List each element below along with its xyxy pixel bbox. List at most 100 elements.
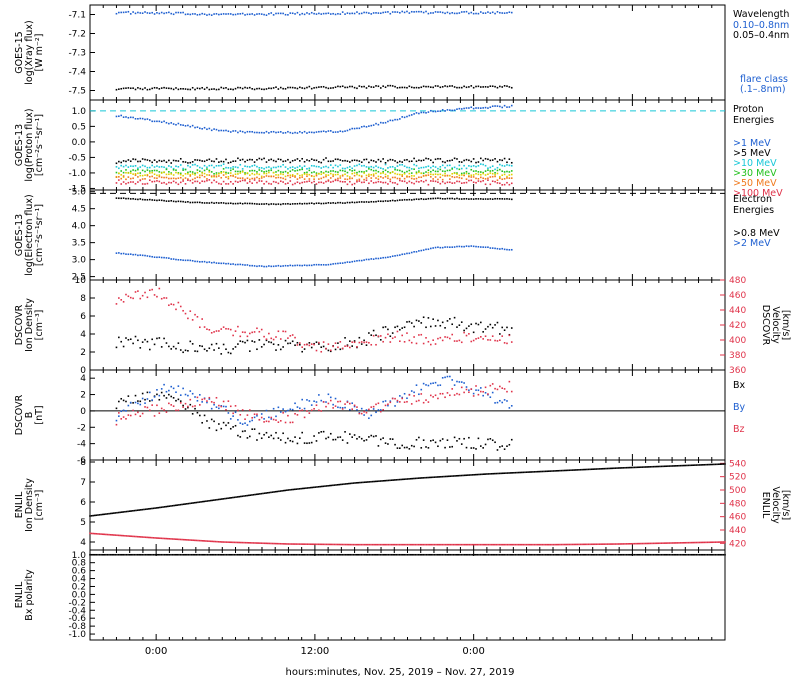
data-point <box>565 543 568 546</box>
data-point <box>213 13 215 15</box>
data-point <box>496 449 499 451</box>
legend-item: Bz <box>733 424 745 435</box>
data-point <box>306 553 309 556</box>
data-point <box>382 172 384 174</box>
data-point <box>165 537 167 540</box>
data-point <box>477 393 480 396</box>
data-point <box>168 538 171 540</box>
data-point <box>182 309 184 312</box>
data-point <box>437 384 439 387</box>
data-point <box>365 179 368 182</box>
data-point <box>191 319 194 321</box>
y-tick-label: 6 <box>80 498 86 508</box>
data-point <box>432 339 434 341</box>
data-point <box>401 116 404 118</box>
data-point <box>125 116 127 118</box>
data-point <box>303 87 306 90</box>
data-point <box>160 388 163 390</box>
data-point <box>287 342 289 345</box>
data-point <box>382 340 384 343</box>
data-point <box>477 245 480 248</box>
data-point <box>275 415 277 418</box>
data-point <box>111 553 114 556</box>
data-point <box>191 164 194 166</box>
data-point <box>325 170 327 173</box>
data-point <box>268 332 270 335</box>
data-point <box>377 170 380 173</box>
data-point <box>470 85 473 87</box>
data-point <box>200 501 202 503</box>
data-point <box>299 174 301 177</box>
data-point <box>360 341 363 343</box>
data-point <box>371 543 374 546</box>
data-point <box>441 11 444 14</box>
data-point <box>420 388 423 391</box>
data-point <box>165 121 168 124</box>
data-point <box>506 472 509 474</box>
data-point <box>427 340 430 343</box>
data-point <box>251 87 253 90</box>
data-point <box>289 86 292 89</box>
data-point <box>482 163 484 166</box>
data-point <box>389 479 391 482</box>
y-tick-label: 6 <box>80 312 86 322</box>
data-point <box>470 553 472 556</box>
data-point <box>401 161 404 163</box>
data-point <box>633 553 636 556</box>
data-point <box>581 543 583 546</box>
data-point <box>239 340 242 342</box>
data-point <box>494 472 496 475</box>
data-point <box>256 348 258 351</box>
data-point <box>387 553 390 556</box>
data-point <box>301 131 303 134</box>
data-point <box>162 506 164 508</box>
data-point <box>478 553 480 556</box>
data-point <box>155 553 158 556</box>
data-point <box>358 85 361 87</box>
data-point <box>254 493 256 496</box>
data-point <box>232 88 234 91</box>
data-point <box>289 439 292 442</box>
data-point <box>141 412 144 415</box>
data-point <box>499 168 501 171</box>
data-point <box>616 543 618 545</box>
data-point <box>244 178 246 181</box>
data-point <box>408 166 411 169</box>
data-point <box>318 341 320 344</box>
data-point <box>206 202 208 204</box>
data-point <box>609 553 612 556</box>
data-point <box>429 86 432 88</box>
data-point <box>415 177 418 180</box>
data-point <box>444 161 446 164</box>
data-point <box>368 201 370 203</box>
data-point <box>322 12 325 15</box>
data-point <box>132 342 134 345</box>
data-point <box>127 414 130 416</box>
data-point <box>208 169 211 172</box>
data-point <box>467 553 469 556</box>
data-point <box>417 553 420 556</box>
data-point <box>451 172 454 175</box>
data-point <box>332 12 334 15</box>
data-point <box>434 158 437 161</box>
data-point <box>429 180 432 182</box>
data-point <box>344 202 346 204</box>
data-point <box>460 108 463 110</box>
data-point <box>399 179 401 182</box>
data-point <box>203 260 206 263</box>
data-point <box>282 181 284 183</box>
data-point <box>206 159 208 161</box>
data-point <box>374 543 377 546</box>
series-black <box>89 553 726 556</box>
data-point <box>232 553 234 556</box>
data-point <box>441 109 444 111</box>
data-point <box>353 172 356 174</box>
data-point <box>139 198 142 200</box>
data-point <box>413 251 415 253</box>
data-point <box>517 471 520 474</box>
data-point <box>163 199 165 202</box>
data-point <box>668 553 671 556</box>
data-point <box>451 159 454 161</box>
data-point <box>303 553 306 556</box>
data-point <box>105 533 107 536</box>
